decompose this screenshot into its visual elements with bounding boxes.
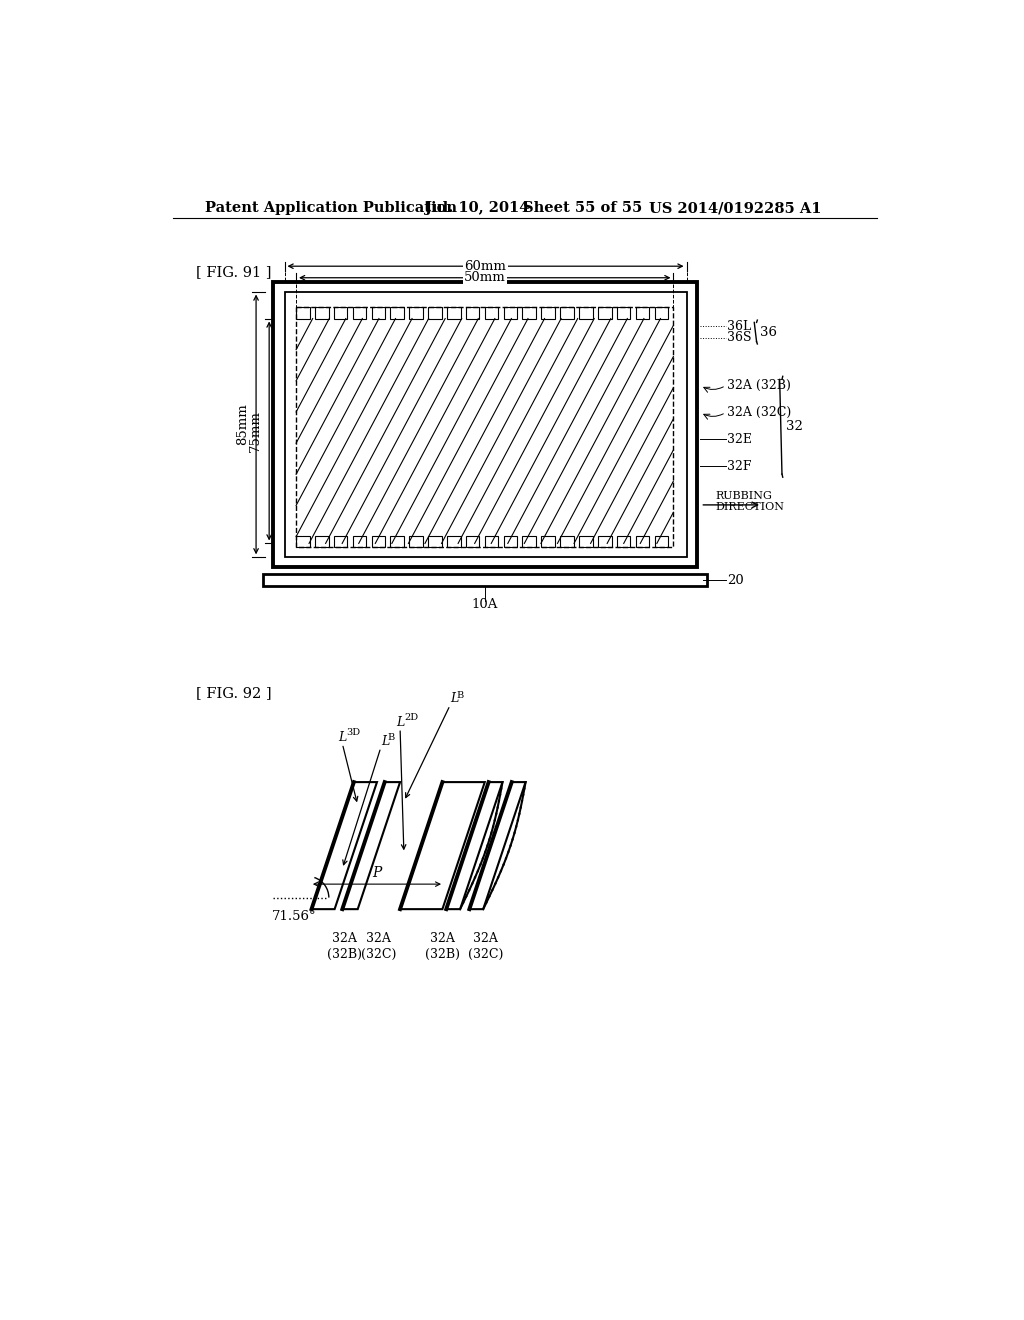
Text: 32A (32B): 32A (32B) [727,379,792,392]
Text: P: P [373,866,382,879]
Text: 2D: 2D [403,713,418,722]
Text: L: L [381,735,389,748]
Polygon shape [311,781,377,909]
Text: 60mm: 60mm [465,260,507,273]
Text: 32A
(32B): 32A (32B) [425,932,460,961]
Text: 32A (32C): 32A (32C) [727,407,792,418]
Text: 3D: 3D [346,729,360,738]
Text: 32A
(32C): 32A (32C) [361,932,396,961]
Text: B: B [387,733,394,742]
Text: 71.56°: 71.56° [271,911,316,924]
Text: L: L [396,715,404,729]
Text: 32A
(32C): 32A (32C) [468,932,504,961]
Text: [ FIG. 91 ]: [ FIG. 91 ] [196,265,271,280]
Text: RUBBING: RUBBING [716,491,773,502]
Polygon shape [400,781,484,909]
Text: 50mm: 50mm [464,271,506,284]
Text: Jul. 10, 2014: Jul. 10, 2014 [425,202,529,215]
Text: 32F: 32F [727,459,752,473]
Text: 36: 36 [761,326,777,338]
Text: L: L [339,731,347,744]
Polygon shape [342,781,400,909]
Text: US 2014/0192285 A1: US 2014/0192285 A1 [649,202,821,215]
Text: 36S: 36S [727,331,752,345]
Text: DIRECTION: DIRECTION [716,502,784,512]
Text: 20: 20 [727,574,744,587]
Text: L: L [451,693,459,705]
Text: 75mm: 75mm [249,411,262,451]
Text: 32A
(32B): 32A (32B) [327,932,361,961]
Text: 36L: 36L [727,319,752,333]
Text: B: B [457,690,464,700]
Text: 32: 32 [785,420,803,433]
Polygon shape [469,781,525,909]
Text: 85mm: 85mm [236,404,249,445]
Text: 10A: 10A [472,598,498,611]
Polygon shape [446,781,503,909]
Text: 32E: 32E [727,433,753,446]
Text: Sheet 55 of 55: Sheet 55 of 55 [523,202,642,215]
Text: [ FIG. 92 ]: [ FIG. 92 ] [196,686,271,701]
Text: Patent Application Publication: Patent Application Publication [205,202,458,215]
